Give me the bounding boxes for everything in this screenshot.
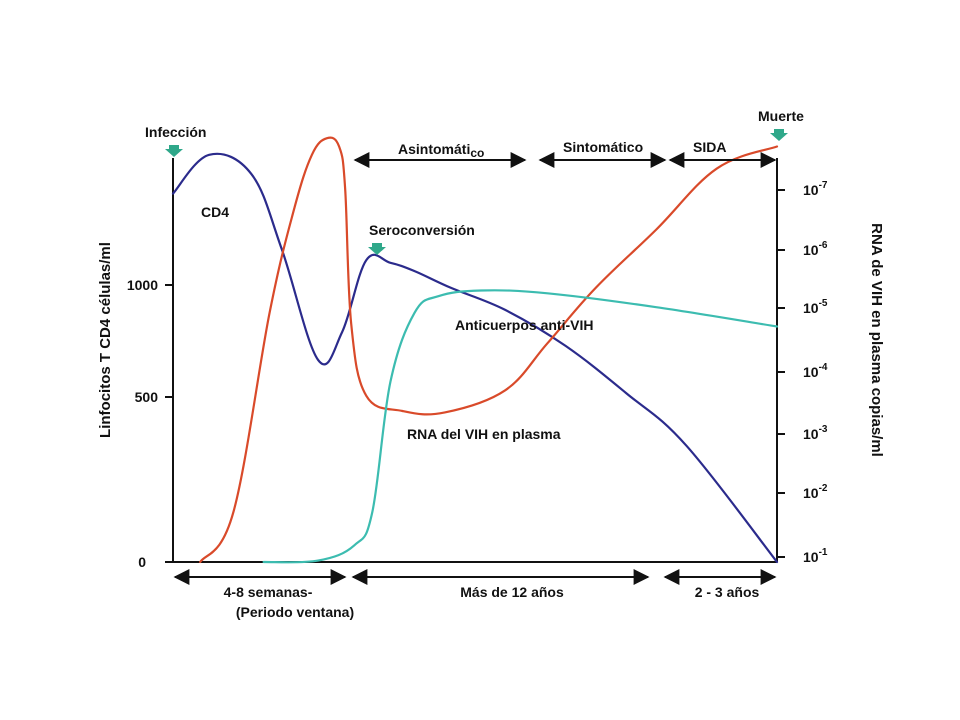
left-tick-label: 1000 — [127, 277, 158, 293]
tick-base: 10 — [803, 485, 819, 501]
annotation-rna: RNA del VIH en plasma — [407, 426, 561, 442]
right-axis-title: RNA de VIH en plasma copias/ml — [868, 223, 885, 457]
annotation-cd4: CD4 — [201, 204, 229, 220]
left-ticks: 0 500 1000 — [127, 277, 173, 570]
arrow-down-icon — [770, 129, 788, 141]
arrow-down-icon — [165, 145, 183, 157]
tick-base: 10 — [803, 242, 819, 258]
tick-exponent: -2 — [819, 483, 828, 494]
right-tick-label: 10-4 — [803, 362, 828, 380]
tick-exponent: -3 — [819, 424, 828, 435]
series-line-cd4 — [171, 152, 779, 564]
right-tick-label: 10-1 — [803, 547, 828, 565]
tick-base: 10 — [803, 426, 819, 442]
tick-exponent: -1 — [819, 547, 828, 558]
right-tick-label: 10-7 — [803, 180, 828, 198]
tick-exponent: -7 — [819, 180, 828, 191]
period-label-dos3: 2 - 3 años — [695, 584, 760, 600]
series-line-rna — [199, 136, 779, 564]
phase-label-asintomatico: Asintomático — [398, 141, 484, 160]
tick-exponent: -6 — [819, 240, 828, 251]
left-tick-label: 500 — [135, 389, 159, 405]
axes — [172, 158, 778, 563]
period-label-mas12: Más de 12 años — [460, 584, 564, 600]
tick-exponent: -5 — [819, 298, 828, 309]
event-annotations: Infección Muerte Seroconversión CD4 Anti… — [145, 108, 804, 442]
annotation-anticuerpos: Anticuerpos anti-VIH — [455, 317, 593, 333]
tick-base: 10 — [803, 549, 819, 565]
left-axis-title: Linfocitos T CD4 células/ml — [97, 242, 114, 438]
tick-base: 10 — [803, 182, 819, 198]
tick-exponent: -4 — [819, 362, 828, 373]
series-layer — [171, 136, 779, 564]
right-tick-label: 10-6 — [803, 240, 828, 258]
left-tick-label: 0 — [138, 554, 146, 570]
phase-label-main: Asintomáti — [398, 141, 470, 157]
arrow-down-icon — [368, 243, 386, 255]
right-tick-label: 10-2 — [803, 483, 828, 501]
phase-arrows-top: Asintomático Sintomático SIDA — [353, 139, 777, 168]
series-line-antibodies — [262, 289, 779, 564]
phase-label-sida: SIDA — [693, 139, 726, 155]
annotation-muerte: Muerte — [758, 108, 804, 124]
annotation-seroconversion: Seroconversión — [369, 222, 475, 238]
right-tick-label: 10-5 — [803, 298, 828, 316]
right-tick-label: 10-3 — [803, 424, 828, 442]
right-ticks: 10-1 10-2 10-3 10-4 10-5 10-6 10-7 — [777, 180, 828, 565]
period-label-ventana-2: (Periodo ventana) — [236, 604, 354, 620]
period-label-ventana-1: 4-8 semanas- — [224, 584, 313, 600]
phase-label-sub: co — [470, 146, 484, 160]
period-arrows-bottom: 4-8 semanas- (Periodo ventana) Más de 12… — [173, 569, 777, 620]
annotation-infeccion: Infección — [145, 124, 206, 140]
phase-label-sintomatico: Sintomático — [563, 139, 643, 155]
tick-base: 10 — [803, 364, 819, 380]
tick-base: 10 — [803, 300, 819, 316]
